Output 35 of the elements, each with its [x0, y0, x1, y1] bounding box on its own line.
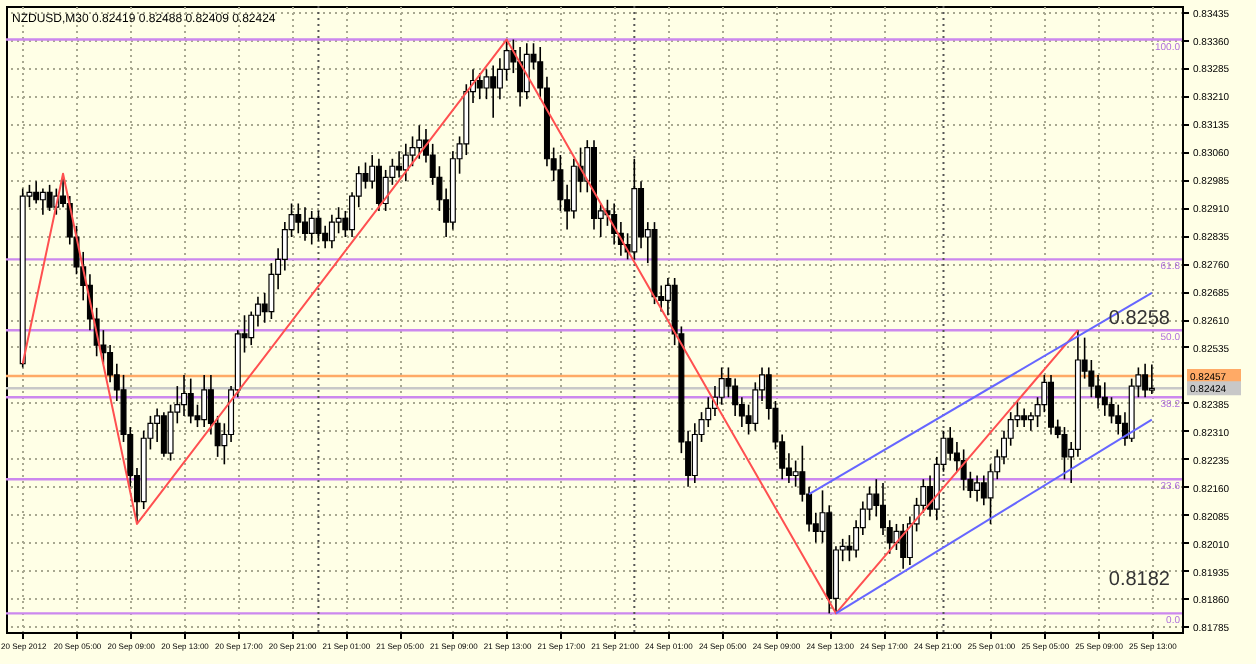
candlestick	[315, 210, 322, 242]
candlestick	[328, 213, 335, 249]
candlestick	[1101, 381, 1108, 417]
candlestick	[476, 72, 483, 100]
candlestick	[402, 143, 409, 182]
candlestick	[900, 523, 907, 570]
candlestick	[1142, 362, 1149, 399]
candlestick	[308, 210, 315, 246]
candlestick	[295, 202, 302, 235]
annotation: 0.8182	[1108, 569, 1171, 592]
candlestick	[362, 161, 369, 190]
candlestick	[517, 46, 524, 108]
candlestick	[39, 187, 46, 216]
candlestick	[846, 534, 853, 562]
candlestick	[33, 180, 40, 205]
candlestick	[302, 206, 308, 242]
candlestick	[396, 150, 403, 179]
candlestick	[160, 411, 167, 458]
candlestick	[187, 377, 194, 425]
candlestick	[375, 157, 382, 212]
candlestick	[201, 374, 208, 428]
candlestick	[1021, 407, 1028, 428]
candlestick	[792, 459, 799, 488]
annotation: 0.8258	[1108, 308, 1171, 331]
candlestick	[1048, 374, 1055, 436]
candlestick	[181, 374, 188, 417]
candlestick	[490, 64, 497, 119]
candlestick	[46, 184, 53, 212]
candlestick	[980, 474, 987, 507]
line-series	[21, 38, 1079, 615]
candlestick	[974, 474, 981, 503]
candlestick	[483, 68, 490, 100]
candlestick	[416, 124, 423, 160]
candlestick	[1148, 363, 1155, 395]
candlestick	[1061, 426, 1068, 481]
